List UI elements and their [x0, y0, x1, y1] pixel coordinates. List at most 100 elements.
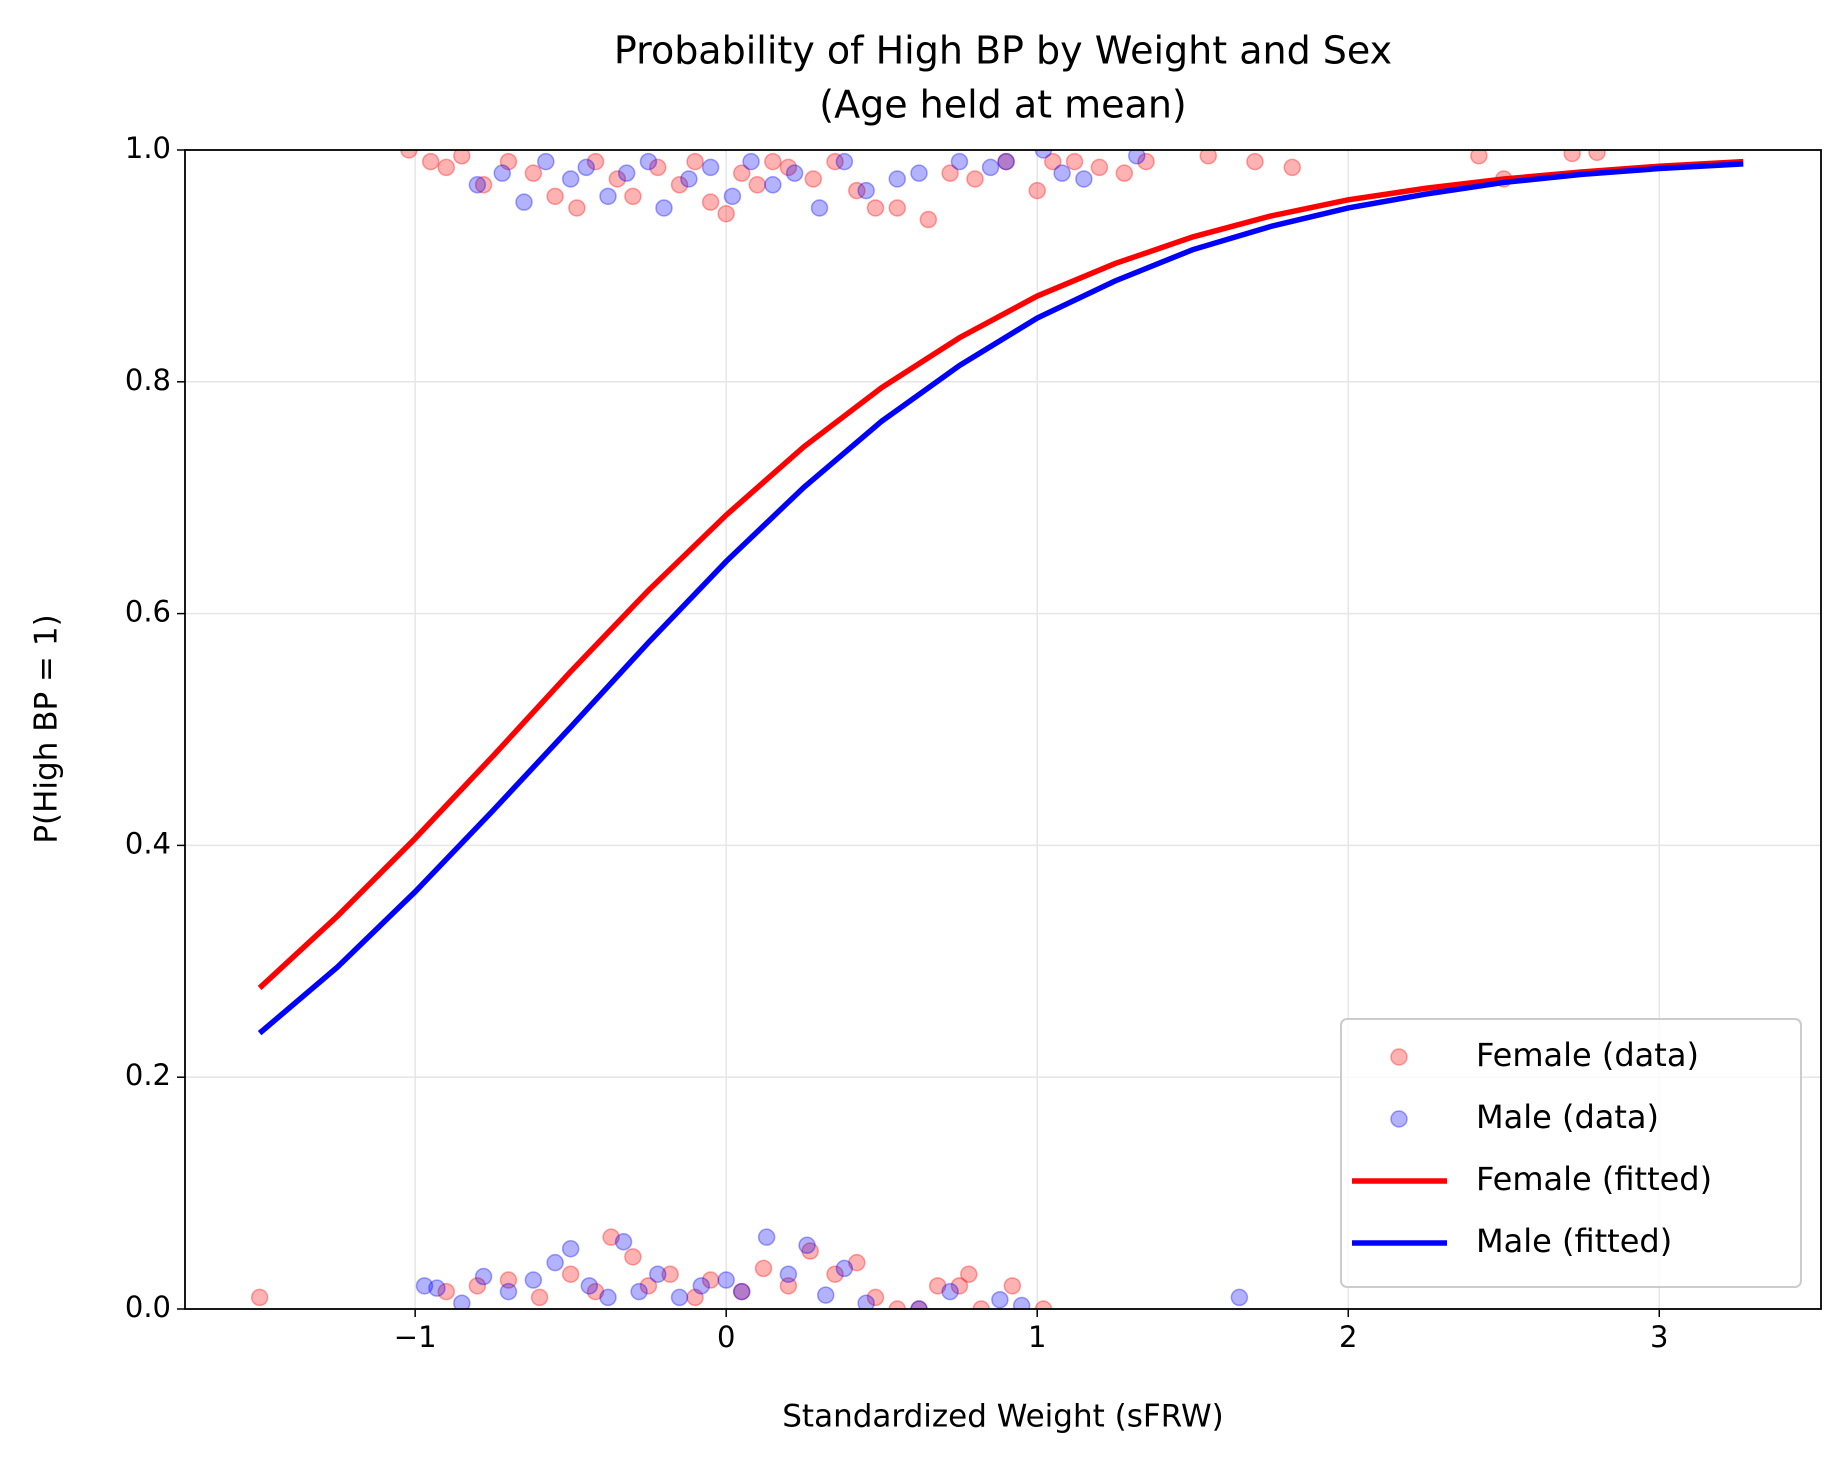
scatter-point — [801, 1242, 819, 1260]
scatter-point — [804, 170, 823, 188]
x-tick-label: −1 — [394, 1320, 437, 1354]
y-tick-label: 0.2 — [125, 1058, 171, 1092]
scatter-point — [468, 176, 487, 194]
scatter-point — [1246, 152, 1264, 171]
scatter-point — [835, 1259, 854, 1278]
scatter-point — [919, 210, 938, 229]
scatter-point — [941, 1282, 959, 1301]
scatter-point — [617, 164, 636, 182]
scatter-point — [524, 164, 543, 182]
scatter-point — [537, 152, 555, 171]
scatter-point — [614, 1233, 633, 1251]
x-axis-label: Standardized Weight (sFRW) — [782, 1399, 1223, 1435]
scatter-point — [624, 187, 642, 206]
scatter-point — [561, 170, 580, 188]
scatter-point — [586, 1282, 605, 1301]
scatter-point — [816, 1286, 835, 1304]
scatter-point — [757, 1228, 776, 1246]
scatter-point — [1044, 152, 1062, 171]
scatter-point — [1028, 181, 1046, 200]
scatter-point — [866, 1288, 885, 1307]
scatter-point — [701, 193, 720, 211]
scatter-point — [810, 199, 829, 217]
scatter-point — [848, 181, 866, 200]
scatter-point — [586, 152, 605, 171]
scatter-point — [686, 1288, 704, 1307]
scatter-point — [599, 187, 617, 206]
scatter-point — [997, 152, 1015, 171]
scatter-point — [561, 1265, 580, 1283]
scatter-point — [717, 204, 735, 223]
scatter-point — [1034, 1300, 1053, 1309]
fitted-line — [257, 161, 1744, 1036]
scatter-point — [639, 1277, 658, 1295]
scatter-point — [1230, 1288, 1249, 1307]
scatter-point — [428, 1279, 446, 1297]
scatter-point — [561, 1239, 580, 1258]
scatter-point — [624, 1248, 642, 1266]
scatter-point — [680, 170, 698, 188]
scatter-point — [515, 193, 533, 211]
scatter-point — [1283, 158, 1302, 177]
scatter-point — [1012, 1296, 1031, 1309]
x-tick-label: 2 — [1339, 1320, 1357, 1354]
scatter-point — [826, 152, 844, 171]
scatter-point — [764, 176, 782, 194]
scatter-point — [748, 176, 767, 194]
scatter-point — [1137, 152, 1155, 171]
scatter-point — [1470, 150, 1488, 165]
scatter-point — [779, 158, 798, 177]
scatter-point — [602, 1228, 620, 1246]
x-tick-label: 3 — [1650, 1320, 1668, 1354]
scatter-point — [966, 170, 984, 188]
scatter-point — [888, 170, 907, 188]
scatter-point — [649, 1265, 667, 1283]
scatter-point — [546, 187, 564, 206]
chart-subtitle: (Age held at mean) — [819, 83, 1186, 127]
scatter-point — [608, 170, 627, 188]
scatter-point — [910, 1300, 928, 1309]
scatter-point — [701, 1271, 720, 1289]
scatter-point — [474, 1267, 493, 1286]
scatter-point — [530, 1288, 549, 1307]
scatter-point — [670, 1288, 689, 1307]
scatter-point — [655, 199, 673, 217]
scatter-point — [468, 1277, 487, 1295]
scatter-point — [1065, 152, 1084, 171]
scatter-point — [649, 158, 667, 177]
scatter-point — [453, 150, 471, 165]
scatter-point — [1115, 164, 1134, 182]
scatter-point — [499, 1282, 518, 1301]
scatter-point — [779, 1277, 798, 1295]
fitted-line — [257, 158, 1744, 990]
scatter-point — [701, 158, 720, 177]
scatter-point — [421, 152, 440, 171]
scatter-point — [717, 1271, 735, 1289]
scatter-point — [692, 1277, 711, 1295]
x-tick-label: 1 — [1028, 1320, 1046, 1354]
scatter-point — [577, 158, 595, 177]
scatter-point — [950, 152, 969, 171]
scatter-point — [826, 1265, 844, 1283]
x-tick-label: 0 — [717, 1320, 735, 1354]
scatter-point — [1003, 1277, 1022, 1295]
y-tick-label: 0.4 — [125, 826, 171, 860]
scatter-point — [732, 1282, 751, 1301]
scatter-point — [1563, 150, 1581, 163]
plot-frame — [184, 149, 1822, 1310]
scatter-point — [546, 1253, 564, 1272]
legend-label: Female (fitted) — [1476, 1160, 1712, 1198]
scatter-point — [866, 199, 885, 217]
scatter-point — [1053, 164, 1071, 182]
scatter-point — [437, 1282, 456, 1301]
scatter-point — [599, 1288, 617, 1307]
scatter-point — [910, 164, 928, 182]
scatter-point — [639, 152, 658, 171]
scatter-point — [910, 1300, 928, 1309]
scatter-point — [661, 1265, 679, 1283]
scatter-point — [764, 152, 782, 171]
scatter-point — [499, 152, 518, 171]
scatter-point — [754, 1259, 773, 1278]
chart-title: Probability of High BP by Weight and Sex — [614, 29, 1392, 73]
scatter-point — [493, 164, 511, 182]
